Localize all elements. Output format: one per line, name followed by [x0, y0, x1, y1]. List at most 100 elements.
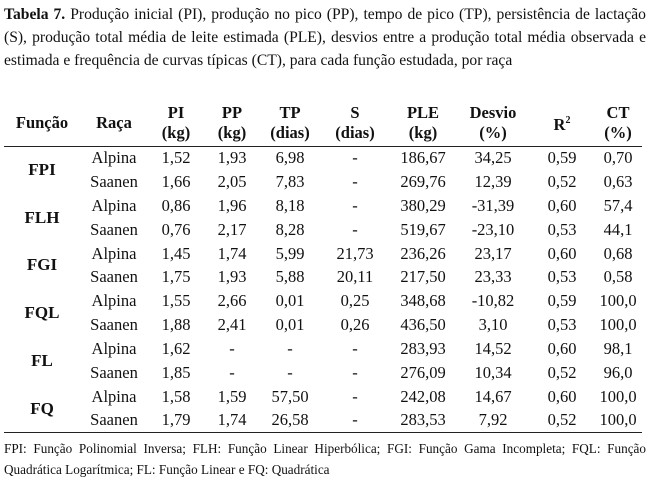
- breed-cell: Alpina: [91, 339, 137, 359]
- value-cell: 96,0: [603, 362, 633, 382]
- value-cell: 2,41: [217, 315, 247, 335]
- column-header-label: Função: [15, 112, 69, 132]
- value-cell: 34,25: [474, 148, 512, 168]
- value-cell: 1,93: [217, 148, 247, 168]
- value-cell: 0,59: [547, 148, 577, 168]
- value-cell: 1,96: [217, 195, 247, 215]
- value-cell: 1,66: [161, 171, 191, 191]
- value-cell: 0,58: [603, 267, 633, 287]
- value-cell: 236,26: [400, 243, 446, 263]
- value-cell: 20,11: [336, 267, 374, 287]
- table-row: FPI Alpina 1,52 1,93 6,98 - 186,67 34,25 0,59 0,7…: [4, 146, 642, 179]
- value-cell: 0,70: [603, 148, 633, 168]
- value-cell: 1,55: [161, 291, 191, 311]
- value-cell: 8,28: [275, 219, 305, 239]
- table-row: FLH Alpina 0,86 1,96 8,18 - 380,29 -31,39 0,60 57…: [4, 194, 642, 227]
- column-unit: (kg): [408, 122, 438, 142]
- value-cell: -: [229, 362, 235, 382]
- breed-cell: Saanen: [90, 171, 138, 191]
- column-header-label: PI: [167, 102, 185, 122]
- value-cell: 1,58: [161, 386, 191, 406]
- value-cell: 1,74: [217, 410, 247, 430]
- value-cell: 0,59: [547, 291, 577, 311]
- value-cell: 0,76: [161, 219, 191, 239]
- value-cell: 6,98: [275, 148, 305, 168]
- value-cell: 1,79: [161, 410, 191, 430]
- value-cell: 0,52: [547, 410, 577, 430]
- table-row: FQ Alpina 1,58 1,59 57,50 - 242,08 14,67 0,60 100…: [4, 385, 642, 418]
- breed-cell: Saanen: [90, 219, 138, 239]
- value-cell: -: [352, 410, 358, 430]
- breed-cell: Alpina: [91, 386, 137, 406]
- value-cell: -: [352, 386, 358, 406]
- value-cell: -: [287, 362, 293, 382]
- value-cell: 5,88: [275, 267, 305, 287]
- column-header: TP (dias): [260, 100, 320, 146]
- value-cell: 1,52: [161, 148, 191, 168]
- value-cell: 0,53: [547, 267, 577, 287]
- column-header: PI (kg): [148, 100, 204, 146]
- value-cell: 380,29: [400, 195, 446, 215]
- function-cell: FL: [31, 351, 53, 371]
- value-cell: 0,60: [547, 339, 577, 359]
- value-cell: 57,50: [271, 386, 309, 406]
- breed-cell: Saanen: [90, 362, 138, 382]
- value-cell: 14,67: [474, 386, 512, 406]
- function-cell: FPI: [28, 160, 56, 180]
- superscript: 2: [565, 114, 571, 126]
- breed-cell: Alpina: [91, 148, 137, 168]
- column-header-label: R: [553, 114, 566, 134]
- column-header-label: TP: [279, 102, 301, 122]
- value-cell: 436,50: [400, 315, 446, 335]
- value-cell: 1,45: [161, 243, 191, 263]
- column-header: PP (kg): [204, 100, 260, 146]
- value-cell: 1,88: [161, 315, 191, 335]
- value-cell: 21,73: [336, 243, 374, 263]
- column-header-label: CT: [606, 102, 630, 122]
- value-cell: 1,85: [161, 362, 191, 382]
- value-cell: 0,25: [340, 291, 370, 311]
- breed-cell: Alpina: [91, 291, 137, 311]
- value-cell: -10,82: [471, 291, 515, 311]
- column-unit: (%): [604, 122, 632, 142]
- value-cell: 100,0: [599, 315, 637, 335]
- value-cell: 1,75: [161, 267, 191, 287]
- value-cell: 1,74: [217, 243, 247, 263]
- value-cell: 0,63: [603, 171, 633, 191]
- value-cell: -: [352, 362, 358, 382]
- value-cell: 0,86: [161, 195, 191, 215]
- header-row: Função Raça PI (kg) PP (kg) TP (dias) S (dias) PLE…: [4, 100, 642, 146]
- value-cell: 8,18: [275, 195, 305, 215]
- value-cell: 0,01: [275, 315, 305, 335]
- breed-cell: Alpina: [91, 243, 137, 263]
- value-cell: 283,53: [400, 410, 446, 430]
- value-cell: 7,92: [478, 410, 508, 430]
- column-header: R2: [530, 100, 594, 146]
- column-header: Desvio (%): [456, 100, 530, 146]
- table-row: Saanen 1,79 1,74 26,58 - 283,53 7,92 0,52 100,0: [4, 409, 642, 433]
- value-cell: 98,1: [603, 339, 633, 359]
- column-header: PLE (kg): [390, 100, 456, 146]
- caption-label: Tabela 7.: [4, 6, 66, 23]
- value-cell: 348,68: [400, 291, 446, 311]
- value-cell: 0,53: [547, 315, 577, 335]
- table-row: FL Alpina 1,62 - - - 283,93 14,52 0,60 98,1: [4, 337, 642, 370]
- column-header: CT (%): [594, 100, 642, 146]
- footnote: FPI: Função Polinomial Inversa; FLH: Fun…: [4, 441, 646, 477]
- value-cell: -: [352, 219, 358, 239]
- value-cell: 1,93: [217, 267, 247, 287]
- function-cell: FLH: [24, 207, 60, 227]
- value-cell: 0,60: [547, 195, 577, 215]
- function-cell: FQL: [24, 303, 60, 323]
- value-cell: -31,39: [471, 195, 515, 215]
- data-table: Função Raça PI (kg) PP (kg) TP (dias) S (dias) PLE…: [4, 100, 642, 433]
- value-cell: 1,62: [161, 339, 191, 359]
- caption-text: Produção inicial (PI), produção no pico …: [4, 6, 646, 70]
- column-header: Função: [4, 100, 80, 146]
- value-cell: 7,83: [275, 171, 305, 191]
- value-cell: 269,76: [400, 171, 446, 191]
- column-unit: (dias): [270, 122, 310, 142]
- column-unit: (kg): [217, 122, 247, 142]
- table-row: Saanen 1,66 2,05 7,83 - 269,76 12,39 0,52 0,63: [4, 170, 642, 194]
- value-cell: 186,67: [400, 148, 446, 168]
